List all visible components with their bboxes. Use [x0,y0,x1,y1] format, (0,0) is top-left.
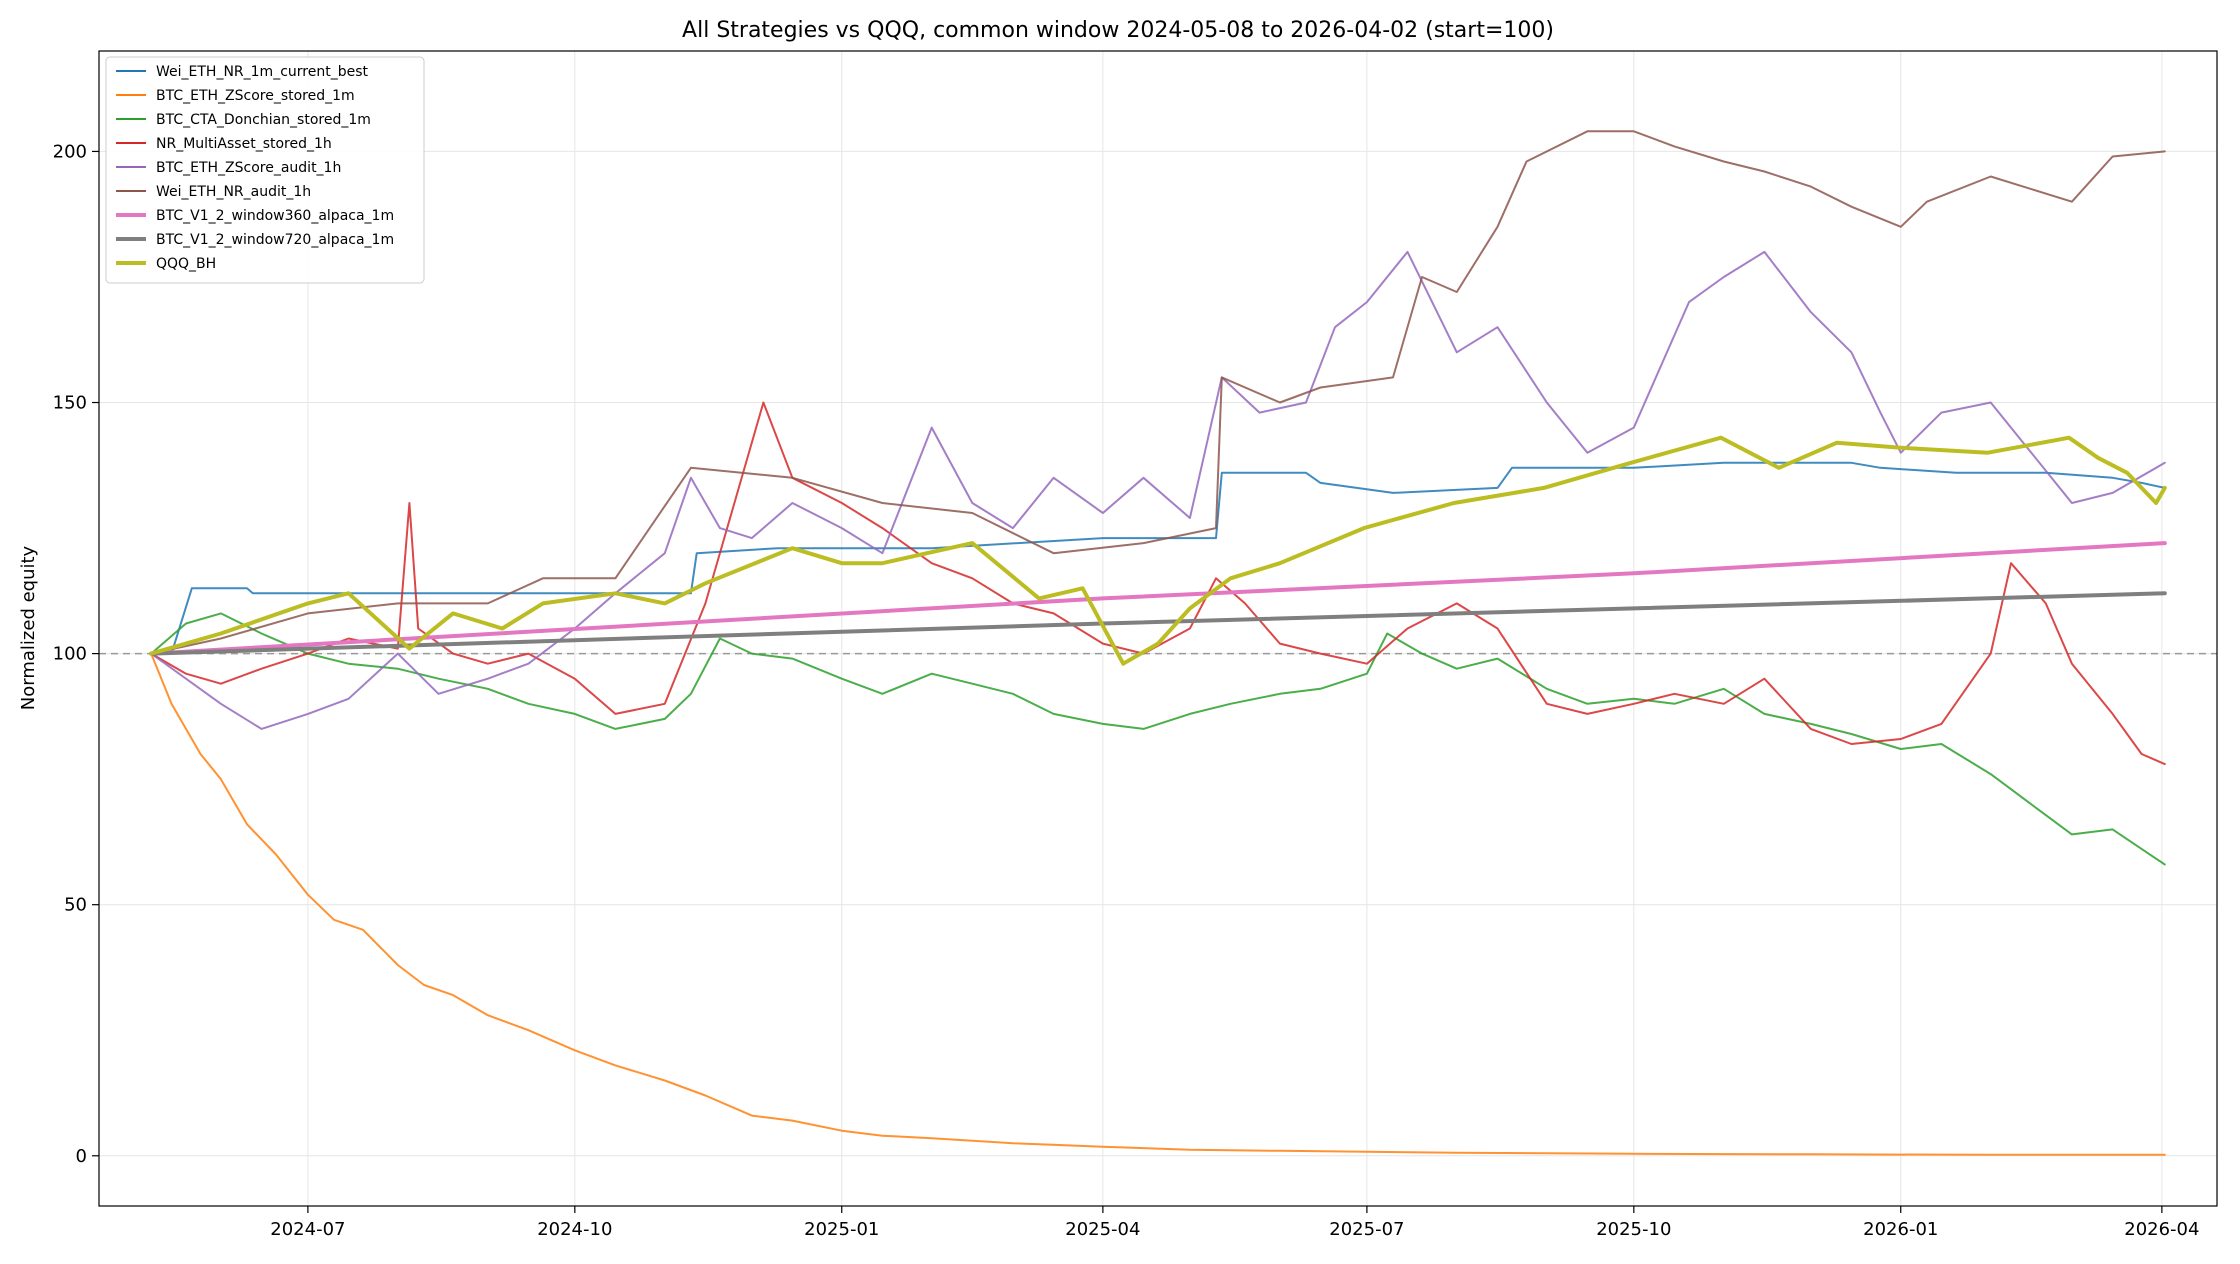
x-tick-label: 2026-04 [2124,1219,2199,1240]
series-line-btc-cta-donchian-stored-1m [150,612,2166,866]
y-tick-label: 150 [53,393,87,414]
series-line-wei-eth-nr-audit-1h [150,130,2166,655]
x-tick-label: 2024-10 [537,1219,612,1240]
x-tick-label: 2025-01 [804,1219,879,1240]
x-tick-label: 2025-10 [1596,1219,1671,1240]
x-tick-label: 2024-07 [270,1219,345,1240]
legend[interactable]: Wei_ETH_NR_1m_current_best BTC_ETH_ZScore… [105,56,425,284]
legend-entry-label[interactable]: BTC_CTA_Donchian_stored_1m [156,112,371,128]
x-tick-label: 2025-07 [1329,1219,1404,1240]
series-line-wei-eth-nr-1m-current-best [150,461,2166,655]
series-line-btc-v1-2-window720-alpaca-1m [149,591,2167,656]
y-tick-label: 200 [53,141,87,162]
legend-entry-label[interactable]: Wei_ETH_NR_audit_1h [156,184,311,200]
legend-entry-label[interactable]: BTC_ETH_ZScore_audit_1h [156,160,341,176]
x-axis: 2024-07 2024-10 2025-01 2025-04 2025-07 2025-… [270,1206,2199,1240]
x-tick-label: 2025-04 [1065,1219,1140,1240]
legend-entry-label[interactable]: BTC_V1_2_window360_alpaca_1m [156,208,394,224]
legend-entry-label[interactable]: BTC_ETH_ZScore_stored_1m [156,88,355,104]
series-layer [149,130,2167,1156]
y-tick-label: 0 [76,1146,87,1167]
series-line-btc-v1-2-window360-alpaca-1m [149,541,2167,656]
x-tick-label: 2026-01 [1863,1219,1938,1240]
y-tick-label: 100 [53,644,87,665]
plot-area-frame [98,50,2218,1207]
y-tick-label: 50 [64,895,87,916]
legend-box [105,56,425,284]
series-line-qqq-bh [149,435,2167,666]
y-axis: 0 50 100 150 200 [53,141,99,1167]
legend-entry-label[interactable]: Wei_ETH_NR_1m_current_best [156,64,368,80]
series-line-btc-eth-zscore-audit-1h [150,250,2166,730]
legend-entry-label[interactable]: QQQ_BH [156,256,216,272]
legend-entry-label[interactable]: BTC_V1_2_window720_alpaca_1m [156,232,394,248]
y-axis-label: Normalized equity [18,545,39,710]
series-line-btc-eth-zscore-stored-1m [150,652,2166,1156]
legend-entry-label[interactable]: NR_MultiAsset_stored_1h [156,136,332,152]
chart-title: All Strategies vs QQQ, common window 202… [682,18,1554,43]
